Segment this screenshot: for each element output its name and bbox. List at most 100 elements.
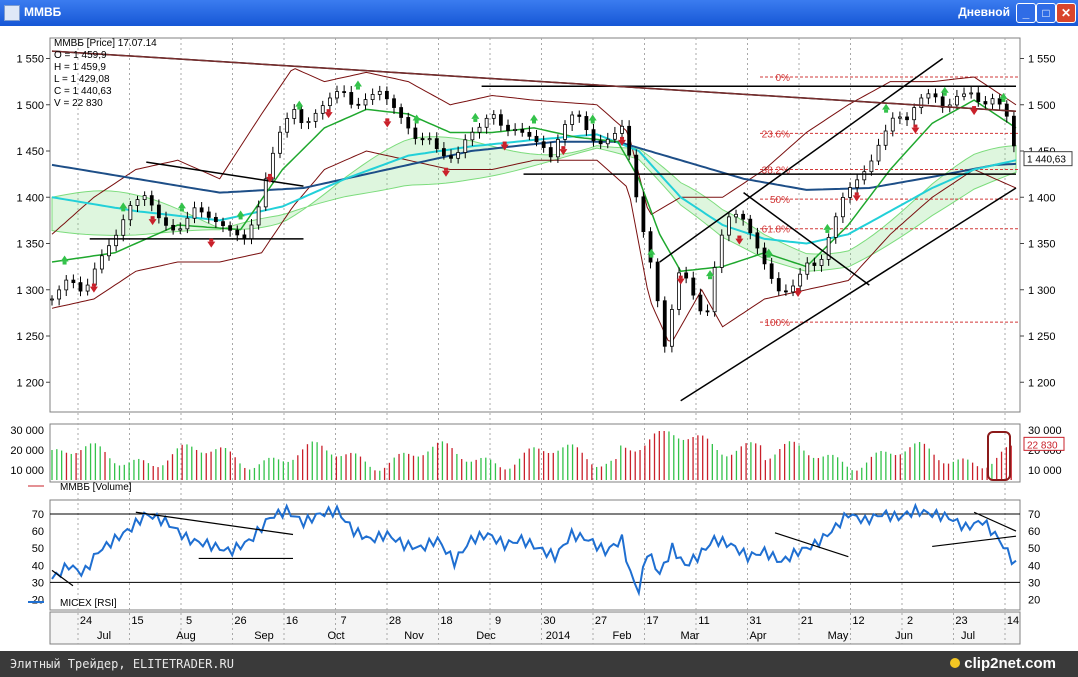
rsi-tick-label-right: 50 bbox=[1028, 543, 1040, 555]
day-tick-label: 31 bbox=[749, 615, 761, 627]
candle-body bbox=[677, 272, 681, 310]
candle-body bbox=[805, 262, 810, 275]
fractal-down-arrow bbox=[618, 139, 627, 146]
day-tick-label: 24 bbox=[80, 615, 92, 627]
candle-body bbox=[221, 221, 225, 227]
candle-body bbox=[641, 196, 646, 233]
trend-line bbox=[743, 192, 870, 286]
candle-body bbox=[534, 135, 539, 143]
volume-highlight-marker bbox=[987, 431, 1011, 481]
fractal-up-arrow-stem bbox=[414, 120, 419, 124]
legend-series: ММВБ [Price] 17.07.14 bbox=[54, 38, 157, 49]
candle-body bbox=[342, 91, 347, 93]
volume-tick-label-left: 10 000 bbox=[10, 465, 44, 477]
fractal-up-arrow bbox=[60, 255, 69, 262]
fib-label: 100% bbox=[764, 318, 790, 329]
candle-body bbox=[527, 131, 532, 137]
candle-body bbox=[263, 178, 268, 208]
candle-body bbox=[299, 109, 304, 124]
candle-body bbox=[156, 204, 161, 219]
candle-body bbox=[484, 117, 489, 128]
fractal-arrows bbox=[60, 80, 1008, 297]
fractal-up-arrow-stem bbox=[649, 254, 654, 258]
price-tick-label-left: 1 300 bbox=[16, 285, 44, 297]
fib-label: 23.6% bbox=[762, 129, 790, 140]
fractal-up-arrow-stem bbox=[238, 216, 243, 220]
last-price-label: 1 440,63 bbox=[1027, 155, 1066, 166]
candle-body bbox=[584, 116, 589, 131]
fractal-down-arrow-stem bbox=[796, 287, 801, 291]
fib-label: 61.8% bbox=[762, 225, 790, 236]
candle-body bbox=[199, 207, 204, 213]
month-tick-label: Jul bbox=[961, 630, 975, 642]
day-tick-label: 15 bbox=[131, 615, 143, 627]
candle-body bbox=[235, 229, 240, 236]
maximize-button[interactable]: □ bbox=[1036, 3, 1056, 23]
fractal-up-arrow-stem bbox=[766, 254, 771, 258]
candle-body bbox=[890, 117, 895, 132]
candle-body bbox=[555, 139, 560, 158]
rsi-line bbox=[51, 502, 1017, 597]
fractal-up-arrow-stem bbox=[1001, 98, 1006, 102]
candle-body bbox=[513, 128, 518, 131]
candle-body bbox=[313, 112, 318, 122]
trend-line bbox=[146, 161, 304, 187]
candle-body bbox=[655, 261, 660, 302]
candle-body bbox=[121, 219, 126, 236]
candle-body bbox=[883, 130, 888, 146]
candle-body bbox=[705, 310, 710, 313]
period-label: Дневной bbox=[958, 5, 1010, 19]
candle-body bbox=[85, 284, 90, 292]
candle-body bbox=[570, 114, 575, 125]
month-tick-label: Sep bbox=[254, 630, 274, 642]
fractal-up-arrow-stem bbox=[355, 86, 360, 90]
candle-body bbox=[612, 133, 617, 140]
fractal-down-arrow bbox=[970, 109, 979, 116]
fractal-up-arrow-stem bbox=[62, 261, 67, 265]
candle-body bbox=[876, 144, 881, 162]
fractal-up-arrow-stem bbox=[473, 118, 478, 122]
logo-icon bbox=[950, 658, 961, 668]
candle-body bbox=[335, 91, 339, 99]
candle-body bbox=[384, 90, 389, 100]
fractal-down-arrow bbox=[441, 170, 450, 177]
month-tick-label: Nov bbox=[404, 630, 424, 642]
legend-high: H = 1 459,9 bbox=[54, 62, 106, 73]
month-tick-label: Oct bbox=[327, 630, 344, 642]
fractal-down-arrow bbox=[89, 286, 98, 293]
cloud-area bbox=[51, 136, 1017, 272]
legend-close: C = 1 440,63 bbox=[54, 86, 112, 97]
candle-body bbox=[192, 207, 197, 219]
close-button[interactable]: ✕ bbox=[1056, 3, 1076, 23]
price-tick-label-right: 1 350 bbox=[1028, 239, 1056, 251]
rsi-axis: 20 20 30 30 40 40 50 50 60 60 70 70 bbox=[32, 509, 1041, 606]
minimize-button[interactable]: _ bbox=[1016, 3, 1036, 23]
fractal-up-arrow-stem bbox=[884, 109, 889, 113]
price-tick-label-right: 1 550 bbox=[1028, 54, 1056, 66]
fractal-down-arrow-stem bbox=[91, 283, 96, 287]
rsi-legend: MICEX [RSI] bbox=[28, 598, 117, 609]
price-tick-label-right: 1 300 bbox=[1028, 285, 1056, 297]
candle-body bbox=[983, 101, 988, 105]
fractal-down-arrow-stem bbox=[913, 124, 918, 128]
price-legend: ММВБ [Price] 17.07.14 O = 1 459,9 H = 1 … bbox=[54, 38, 157, 109]
day-tick-label: 21 bbox=[801, 615, 813, 627]
clip2net-logo: clip2net.com bbox=[950, 655, 1056, 672]
candle-body bbox=[898, 116, 902, 119]
trend-line bbox=[680, 187, 1017, 402]
price-tick-label-left: 1 450 bbox=[16, 146, 44, 158]
fractal-down-arrow bbox=[265, 176, 274, 183]
candle-body bbox=[99, 255, 104, 270]
rsi-tick-label-right: 30 bbox=[1028, 577, 1040, 589]
candle-body bbox=[185, 217, 190, 230]
candle-body bbox=[812, 262, 817, 266]
fractal-up-arrow-stem bbox=[532, 120, 536, 124]
bollinger-lower-line bbox=[51, 150, 1017, 343]
candle-body bbox=[648, 231, 653, 263]
fractal-up-arrow bbox=[295, 100, 304, 107]
fractal-up-arrow bbox=[177, 202, 186, 209]
candle-body bbox=[506, 124, 510, 131]
time-axis: 24 15 5 26 16 7 28 18 9 30 27 17 11 31 21 12 2 23 14 Jul Aug… bbox=[80, 615, 1019, 642]
candle-body bbox=[320, 105, 325, 114]
